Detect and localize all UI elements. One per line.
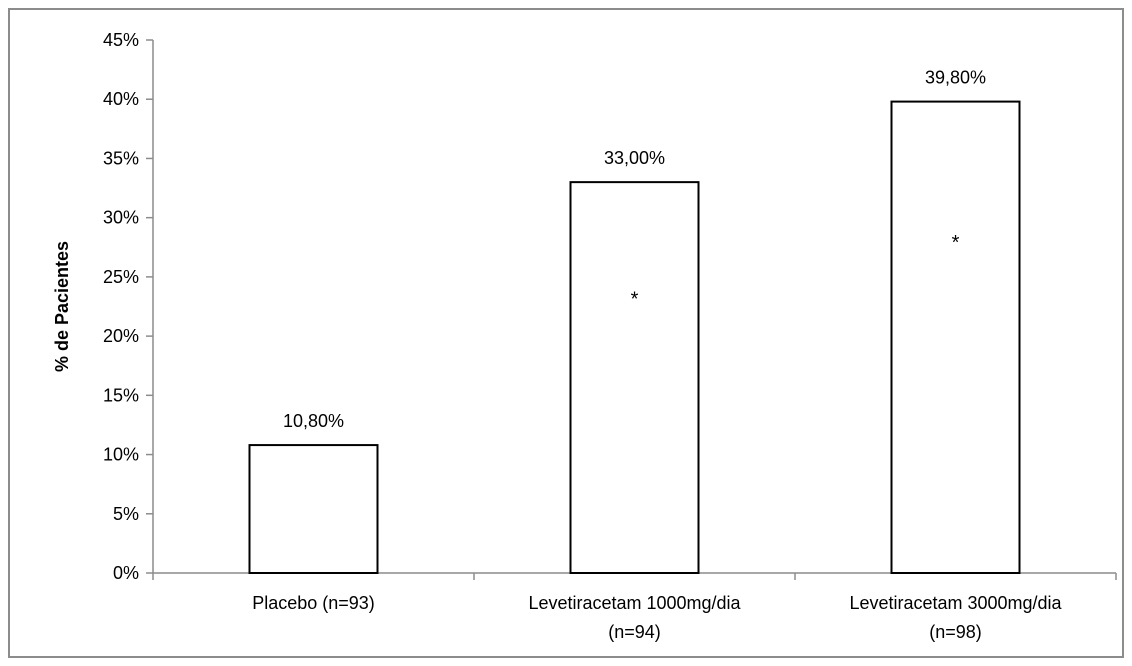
bar-data-label: 10,80% bbox=[283, 411, 344, 431]
bar-data-label: 33,00% bbox=[604, 148, 665, 168]
y-tick-label: 15% bbox=[103, 385, 139, 405]
data-labels: 10,80% 33,00% * 39,80% * bbox=[283, 68, 986, 431]
x-axis: Placebo (n=93) Levetiracetam 1000mg/dia (n… bbox=[152, 572, 1117, 642]
y-axis: 0% 5% 10% 15% 20% 25% 30% 35% 40% 45% bbox=[103, 30, 154, 583]
chart-frame: % de Pacientes 0% 5% 10% 15% 20% 25% 30% 35% 40%… bbox=[8, 8, 1124, 658]
bar bbox=[890, 100, 1021, 574]
y-tick-label: 40% bbox=[103, 89, 139, 109]
x-category-label: Levetiracetam 1000mg/dia (n=94) bbox=[528, 593, 741, 642]
bar-chart: % de Pacientes 0% 5% 10% 15% 20% 25% 30% 35% 40%… bbox=[52, 30, 1117, 642]
bar bbox=[248, 444, 379, 574]
significance-marker: * bbox=[631, 288, 639, 310]
y-tick-label: 10% bbox=[103, 445, 139, 465]
y-tick-label: 0% bbox=[113, 563, 139, 583]
bar-data-label: 39,80% bbox=[925, 68, 986, 88]
y-axis-title: % de Pacientes bbox=[52, 241, 72, 372]
bar bbox=[569, 181, 700, 574]
y-tick-label: 5% bbox=[113, 504, 139, 524]
y-tick-label: 25% bbox=[103, 267, 139, 287]
y-tick-label: 20% bbox=[103, 326, 139, 346]
significance-marker: * bbox=[952, 232, 960, 254]
x-category-label: Levetiracetam 3000mg/dia (n=98) bbox=[849, 593, 1062, 642]
y-tick-label: 30% bbox=[103, 208, 139, 228]
bars bbox=[248, 100, 1021, 574]
y-tick-label: 45% bbox=[103, 30, 139, 50]
x-category-label: Placebo (n=93) bbox=[252, 593, 375, 613]
y-tick-label: 35% bbox=[103, 148, 139, 168]
